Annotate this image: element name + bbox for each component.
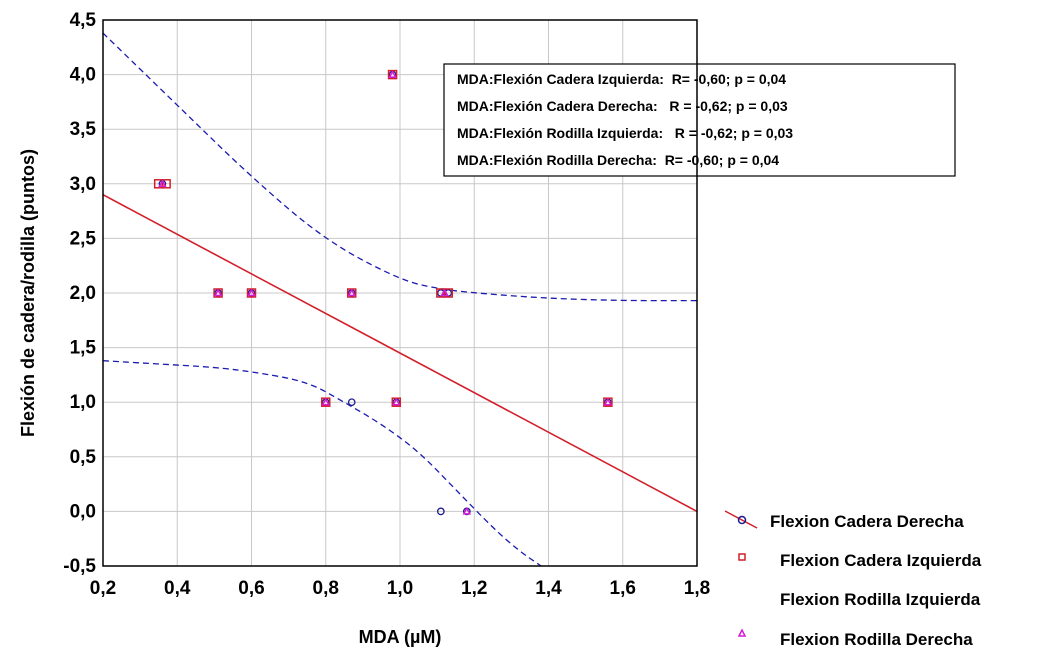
point-triangle bbox=[347, 288, 357, 297]
y-tick-label: 1,5 bbox=[70, 338, 97, 359]
y-axis-label: Flexión de cadera/rodilla (puntos) bbox=[18, 149, 38, 437]
stats-line-1: MDA:Flexión Cadera Izquierda: R= -0,60; … bbox=[457, 71, 786, 87]
x-axis-label: MDA (µM) bbox=[359, 627, 442, 647]
plot-frame bbox=[102, 19, 698, 567]
y-tick-label: 3,5 bbox=[70, 119, 97, 140]
point-square bbox=[443, 288, 454, 298]
y-tick-labels: -0,5 0,0 0,5 1,0 1,5 2,0 2,5 3,0 3,5 4,0 4,5 bbox=[63, 10, 96, 577]
x-tick-label: 1,4 bbox=[535, 578, 562, 599]
x-tick-label: 0,8 bbox=[313, 578, 339, 599]
point-triangle bbox=[321, 397, 331, 406]
x-tick-label: 0,6 bbox=[238, 578, 264, 599]
legend-item-cadera-derecha: Flexion Cadera Derecha bbox=[724, 510, 964, 531]
point-triangle bbox=[392, 397, 401, 406]
legend-circle-icon bbox=[737, 515, 747, 525]
stats-box-frame bbox=[443, 63, 956, 177]
regression-line bbox=[102, 194, 698, 513]
legend-item-rodilla-izquierda: Flexion Rodilla Izquierda bbox=[780, 590, 981, 609]
y-tick-label: 3,0 bbox=[70, 174, 96, 195]
legend-triangle-icon bbox=[737, 628, 747, 637]
y-tick-label: 0,5 bbox=[70, 447, 97, 468]
x-tick-label: 1,0 bbox=[387, 578, 413, 599]
x-tick-labels: 0,2 0,4 0,6 0,8 1,0 1,2 1,4 1,6 1,8 bbox=[90, 578, 710, 599]
x-tick-label: 1,2 bbox=[461, 578, 487, 599]
point-triangle bbox=[213, 288, 223, 297]
y-tick-label: 0,0 bbox=[70, 501, 96, 522]
legend-label-cadera-izquierda: Flexion Cadera Izquierda bbox=[780, 551, 982, 570]
legend-item-rodilla-derecha: Flexion Rodilla Derecha bbox=[737, 628, 973, 649]
confidence-bands bbox=[103, 32, 697, 566]
point-triangle bbox=[247, 288, 256, 297]
x-tick-label: 0,4 bbox=[164, 578, 191, 599]
y-tick-label: 1,0 bbox=[70, 392, 96, 413]
y-tick-label: 2,5 bbox=[70, 228, 97, 249]
stats-box: MDA:Flexión Cadera Izquierda: R= -0,60; … bbox=[443, 63, 956, 177]
legend-label-rodilla-izquierda: Flexion Rodilla Izquierda bbox=[780, 590, 981, 609]
point-triangle bbox=[462, 506, 472, 515]
stats-line-2: MDA:Flexión Cadera Derecha: R = -0,62; p… bbox=[457, 98, 788, 114]
x-tick-label: 1,6 bbox=[610, 578, 636, 599]
x-tick-label: 0,2 bbox=[90, 578, 116, 599]
y-tick-label: -0,5 bbox=[63, 556, 96, 577]
x-tick-label: 1,8 bbox=[684, 578, 710, 599]
stats-line-3: MDA:Flexión Rodilla Izquierda: R = -0,62… bbox=[457, 125, 793, 141]
point-triangle bbox=[440, 288, 449, 297]
data-points bbox=[153, 69, 613, 516]
point-circle bbox=[436, 507, 445, 516]
point-square bbox=[161, 179, 171, 189]
legend-label-cadera-derecha: Flexion Cadera Derecha bbox=[770, 512, 964, 531]
point-circle bbox=[347, 398, 356, 407]
y-tick-label: 2,0 bbox=[70, 283, 96, 304]
point-triangle bbox=[388, 70, 397, 78]
point-triangle bbox=[158, 179, 167, 188]
legend-label-rodilla-derecha: Flexion Rodilla Derecha bbox=[780, 630, 973, 649]
y-tick-label: 4,5 bbox=[70, 10, 97, 31]
stats-line-4: MDA:Flexión Rodilla Derecha: R= -0,60; p… bbox=[457, 152, 779, 168]
legend-square-icon bbox=[738, 553, 746, 561]
regression-line-group bbox=[102, 194, 698, 513]
legend: Flexion Cadera Derecha Flexion Cadera Iz… bbox=[724, 510, 982, 649]
legend-item-cadera-izquierda: Flexion Cadera Izquierda bbox=[738, 551, 982, 570]
y-tick-label: 4,0 bbox=[70, 65, 96, 86]
point-triangle bbox=[603, 397, 613, 406]
confidence-band-upper bbox=[103, 32, 697, 302]
legend-line-icon bbox=[724, 510, 758, 529]
confidence-band-lower bbox=[103, 360, 542, 566]
